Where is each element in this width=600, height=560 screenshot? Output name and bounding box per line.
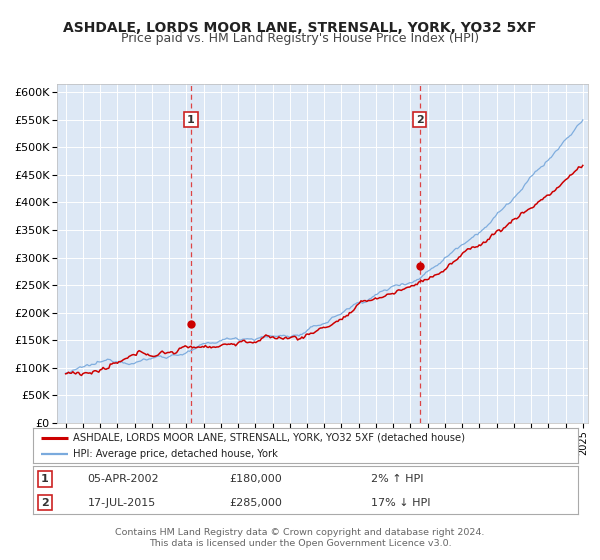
Text: HPI: Average price, detached house, York: HPI: Average price, detached house, York <box>73 449 278 459</box>
Text: Contains HM Land Registry data © Crown copyright and database right 2024.: Contains HM Land Registry data © Crown c… <box>115 528 485 536</box>
Text: 1: 1 <box>187 115 195 124</box>
Text: 2% ↑ HPI: 2% ↑ HPI <box>371 474 423 484</box>
Text: 1: 1 <box>41 474 49 484</box>
Text: 2: 2 <box>41 498 49 507</box>
Text: 17-JUL-2015: 17-JUL-2015 <box>88 498 156 507</box>
Text: 05-APR-2002: 05-APR-2002 <box>88 474 159 484</box>
Text: £180,000: £180,000 <box>229 474 282 484</box>
Text: ASHDALE, LORDS MOOR LANE, STRENSALL, YORK, YO32 5XF: ASHDALE, LORDS MOOR LANE, STRENSALL, YOR… <box>63 21 537 35</box>
Text: This data is licensed under the Open Government Licence v3.0.: This data is licensed under the Open Gov… <box>149 539 451 548</box>
Text: 17% ↓ HPI: 17% ↓ HPI <box>371 498 430 507</box>
Text: Price paid vs. HM Land Registry's House Price Index (HPI): Price paid vs. HM Land Registry's House … <box>121 32 479 45</box>
Text: ASHDALE, LORDS MOOR LANE, STRENSALL, YORK, YO32 5XF (detached house): ASHDALE, LORDS MOOR LANE, STRENSALL, YOR… <box>73 433 465 443</box>
Text: 2: 2 <box>416 115 424 124</box>
Text: £285,000: £285,000 <box>229 498 282 507</box>
